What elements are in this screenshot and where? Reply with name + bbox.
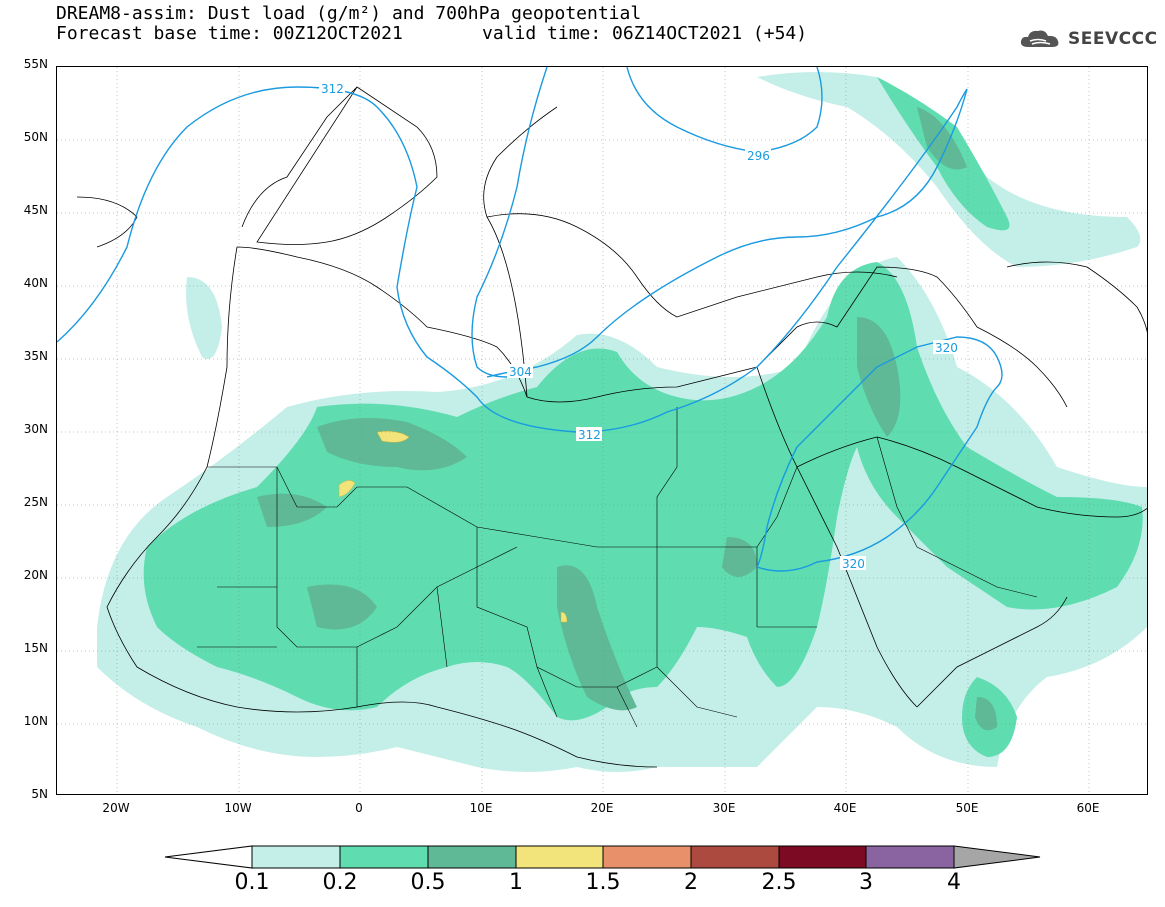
map-title: DREAM8-assim: Dust load (g/m²) and 700hP…	[56, 3, 642, 24]
colorbar-segment	[865, 845, 955, 869]
svg-text:312: 312	[578, 428, 601, 442]
map-canvas: 312 296 304 312 320 320	[56, 66, 1148, 795]
lat-label: 20N	[23, 568, 48, 582]
lat-label: 10N	[23, 714, 48, 728]
contour-label: 296	[745, 148, 771, 163]
cloud-icon	[1020, 30, 1059, 47]
country-borders	[197, 407, 1038, 728]
svg-text:296: 296	[747, 149, 770, 163]
logo-text: SEEVCCC	[1068, 29, 1158, 49]
lat-label: 5N	[31, 787, 48, 801]
valid-time: valid time: 06Z14OCT2021 (+54)	[482, 23, 808, 44]
lat-label: 30N	[23, 422, 48, 436]
contour-label: 312	[319, 81, 345, 96]
lon-label: 50E	[955, 801, 979, 815]
colorbar-segment	[427, 845, 517, 869]
colorbar-label: 0.1	[234, 870, 270, 895]
lon-label: 20E	[590, 801, 614, 815]
colorbar-label: 0.5	[410, 870, 446, 895]
lat-label: 40N	[23, 276, 48, 290]
lat-label: 45N	[23, 203, 48, 217]
colorbar-label: 2.5	[761, 870, 797, 895]
svg-text:320: 320	[842, 557, 865, 571]
geopotential-contours	[57, 67, 1003, 572]
colorbar-label: 1	[509, 870, 523, 895]
colorbar-label: 2	[684, 870, 698, 895]
contour-labels: 312 296 304 312 320 320	[319, 81, 959, 571]
lon-label: 60E	[1076, 801, 1100, 815]
colorbar	[164, 845, 1041, 869]
graticule	[57, 67, 1147, 794]
seevccc-logo: SEEVCCC	[1018, 27, 1158, 51]
contour-label: 304	[507, 364, 533, 379]
dust-map: 312 296 304 312 320 320	[57, 67, 1147, 794]
svg-text:320: 320	[935, 341, 958, 355]
dust-dark-layer	[257, 107, 997, 731]
colorbar-segment	[251, 845, 341, 869]
lat-label: 35N	[23, 349, 48, 363]
svg-text:312: 312	[321, 82, 344, 96]
colorbar-label: 3	[859, 870, 873, 895]
colorbar-segment	[339, 845, 429, 869]
colorbar-over-triangle	[953, 845, 1041, 869]
lat-label: 25N	[23, 495, 48, 509]
colorbar-label: 1.5	[585, 870, 621, 895]
lon-label: 10W	[224, 801, 252, 815]
colorbar-segment	[690, 845, 780, 869]
coastlines	[76, 86, 1147, 768]
contour-label: 320	[840, 556, 866, 571]
lon-label: 0	[355, 801, 363, 815]
lat-label: 50N	[23, 130, 48, 144]
colorbar-label: 0.2	[322, 870, 358, 895]
dust-high-layer	[338, 430, 568, 623]
colorbar-segment	[602, 845, 692, 869]
svg-text:304: 304	[509, 365, 532, 379]
contour-label: 320	[933, 340, 959, 355]
lon-label: 40E	[833, 801, 857, 815]
colorbar-label: 4	[947, 870, 961, 895]
lon-label: 10E	[469, 801, 493, 815]
lon-label: 20W	[102, 801, 130, 815]
contour-label: 312	[576, 427, 602, 442]
colorbar-segment	[515, 845, 604, 869]
colorbar-segment	[778, 845, 867, 869]
lat-label: 55N	[23, 57, 48, 71]
lat-label: 15N	[23, 641, 48, 655]
forecast-base-time: Forecast base time: 00Z12OCT2021	[56, 23, 403, 44]
lon-label: 30E	[712, 801, 736, 815]
colorbar-under-triangle	[164, 845, 253, 869]
